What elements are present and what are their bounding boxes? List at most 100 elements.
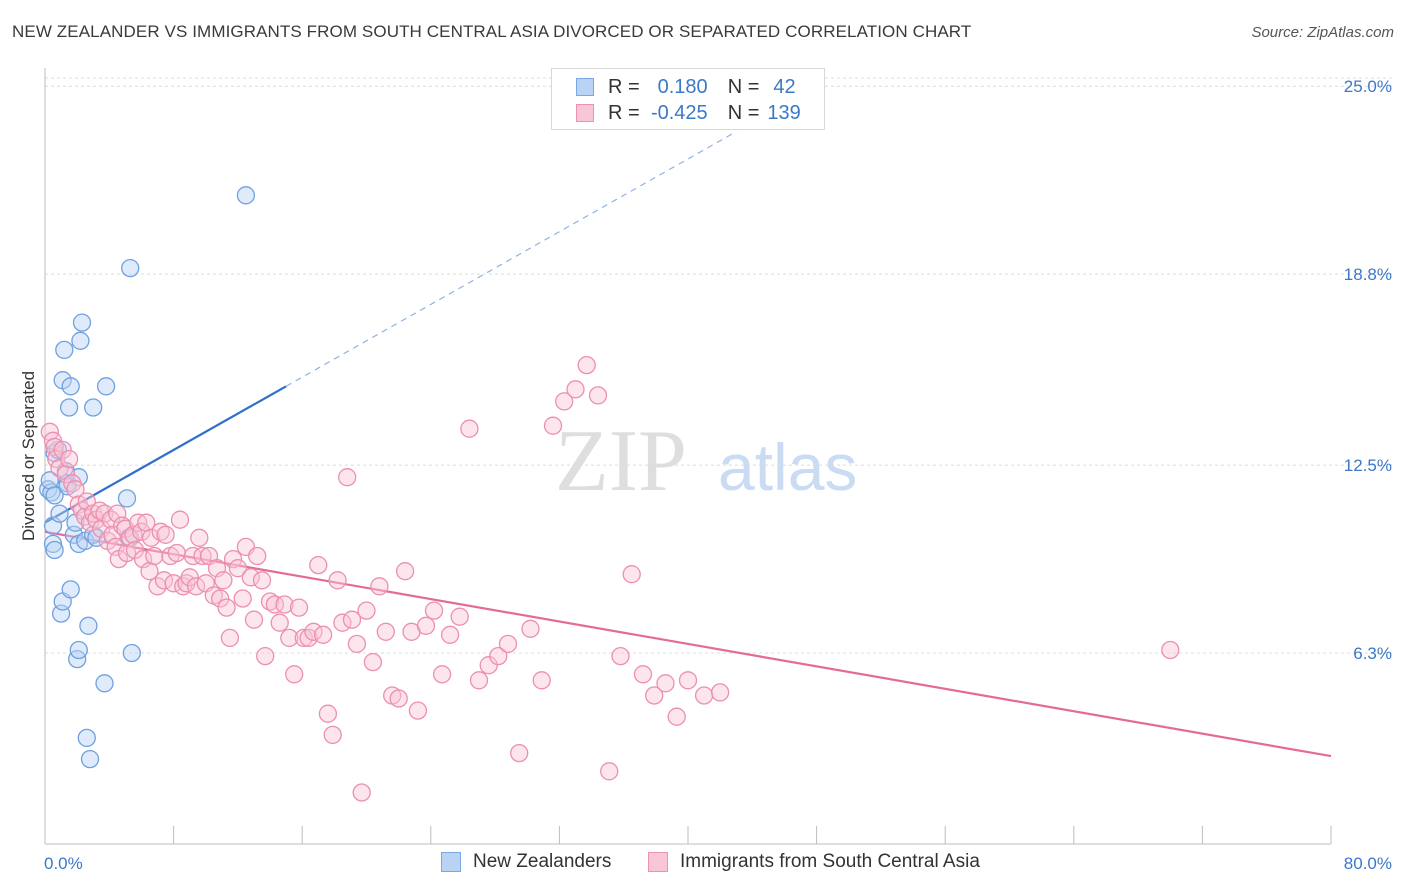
- new-zealander-point: [122, 643, 141, 663]
- y-tick-label: 25.0%: [1344, 77, 1392, 96]
- south-central-asia-point: [318, 704, 338, 723]
- south-central-asia-trend-line: [44, 530, 1332, 758]
- new-zealander-point: [50, 504, 69, 523]
- south-central-asia-point: [710, 683, 730, 702]
- south-central-asia-point: [193, 546, 212, 566]
- south-central-asia-point: [479, 656, 498, 675]
- new-zealander-point: [79, 616, 98, 635]
- south-central-asia-point: [498, 634, 518, 654]
- south-central-asia-point: [53, 440, 72, 460]
- source-label: Source: ZipAtlas.com: [1251, 24, 1394, 41]
- new-zealander-point: [68, 649, 87, 669]
- south-central-asia-point: [555, 392, 574, 411]
- south-central-asia-point: [59, 449, 79, 469]
- south-central-asia-point: [223, 549, 243, 569]
- legend-label: New Zealanders: [473, 851, 612, 872]
- south-central-asia-point: [214, 571, 233, 590]
- south-central-asia-point: [294, 628, 313, 648]
- south-central-asia-point: [645, 686, 664, 705]
- new-zealander-point: [96, 377, 116, 396]
- south-central-asia-point: [323, 725, 342, 745]
- south-central-asia-point: [183, 546, 203, 566]
- watermark-atlas: atlas: [718, 430, 857, 504]
- south-central-asia-point: [622, 565, 641, 584]
- new-zealander-point: [95, 674, 114, 693]
- south-central-asia-point: [280, 628, 299, 648]
- new-zealander-point: [72, 313, 92, 332]
- south-central-asia-point: [577, 355, 596, 375]
- south-central-asia-point: [1161, 640, 1180, 660]
- south-central-asia-point: [313, 625, 333, 644]
- south-central-asia-point: [521, 619, 540, 638]
- legend-row-south-central-asia: R = -0.425 N = 139: [576, 101, 801, 125]
- south-central-asia-point: [151, 522, 170, 541]
- tick-labels: 6.3% 12.5% 18.8% 25.0% 0.0% 80.0%: [44, 77, 1392, 873]
- south-central-asia-point: [432, 665, 452, 684]
- x-tick-label: 0.0%: [44, 854, 83, 873]
- south-central-asia-point: [43, 431, 63, 450]
- south-central-asia-point: [66, 480, 85, 499]
- south-central-asia-point: [363, 652, 383, 672]
- south-central-asia-point: [460, 419, 479, 438]
- y-tick-label: 6.3%: [1353, 644, 1392, 663]
- new-zealander-point: [77, 728, 96, 748]
- south-central-asia-point: [656, 674, 675, 693]
- data-points: [39, 186, 1180, 802]
- south-central-asia-point: [241, 568, 260, 587]
- south-central-asia-point: [180, 568, 199, 587]
- south-central-asia-point: [611, 646, 630, 666]
- south-central-asia-point: [252, 571, 272, 590]
- south-central-asia-point: [156, 525, 175, 544]
- watermark-zip: ZIP: [555, 413, 687, 510]
- new-zealander-point: [121, 258, 140, 278]
- new-zealander-point: [45, 486, 64, 505]
- south-central-asia-point: [170, 510, 190, 529]
- new-zealander-point: [71, 331, 90, 350]
- new-zealander-point: [45, 540, 64, 560]
- south-central-asia-point: [265, 595, 285, 614]
- south-central-asia-point: [141, 528, 161, 547]
- south-central-asia-point: [167, 543, 186, 563]
- legend-label: Immigrants from South Central Asia: [680, 851, 980, 872]
- south-central-asia-point: [352, 783, 371, 802]
- south-central-asia-point: [450, 607, 469, 626]
- south-central-asia-point: [395, 562, 415, 581]
- new-zealander-point: [236, 186, 256, 205]
- south-central-asia-point: [145, 546, 164, 566]
- y-axis-label: Divorced or Separated: [19, 371, 38, 541]
- legend-item-new-zealanders: New Zealanders: [441, 851, 611, 873]
- south-central-asia-point: [190, 528, 209, 547]
- new-zealander-point: [117, 489, 137, 508]
- chart-title: NEW ZEALANDER VS IMMIGRANTS FROM SOUTH C…: [12, 22, 972, 41]
- n-value: 139: [767, 101, 801, 124]
- south-central-asia-point: [588, 386, 608, 405]
- south-central-asia-point: [694, 686, 714, 705]
- trend-lines: [44, 131, 1332, 758]
- south-central-asia-point: [469, 671, 489, 690]
- south-central-asia-point: [566, 380, 585, 399]
- south-central-asia-point: [256, 646, 275, 666]
- correlation-legend: R = 0.180 N = 42 R = -0.425 N = 139: [551, 68, 825, 130]
- south-central-asia-point: [667, 707, 686, 726]
- new-zealander-point: [84, 398, 103, 417]
- r-value: -0.425: [650, 101, 708, 124]
- new-zealander-point: [61, 580, 80, 599]
- south-central-asia-point: [244, 610, 264, 629]
- n-value: 42: [773, 75, 796, 98]
- south-central-asia-point: [489, 646, 508, 666]
- south-central-asia-point: [233, 589, 252, 608]
- south-central-asia-point: [217, 598, 236, 617]
- south-central-asia-point: [342, 610, 362, 629]
- new-zealander-point: [61, 377, 80, 396]
- south-central-asia-point: [270, 613, 289, 632]
- south-central-asia-point: [328, 571, 347, 590]
- legend-item-south-central-asia: Immigrants from South Central Asia: [648, 851, 980, 873]
- n-label: N =: [727, 101, 760, 124]
- south-central-asia-point: [289, 598, 309, 617]
- legend-row-new-zealanders: R = 0.180 N = 42: [576, 75, 796, 99]
- new-zealander-point: [43, 534, 63, 554]
- south-central-asia-point: [440, 625, 460, 644]
- south-central-asia-point: [678, 671, 698, 690]
- blue-swatch: [576, 78, 594, 96]
